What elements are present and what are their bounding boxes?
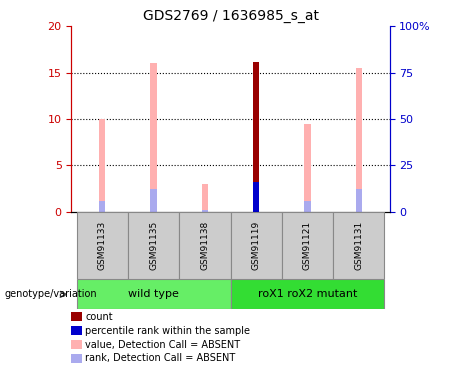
Text: GSM91121: GSM91121 — [303, 221, 312, 270]
Bar — [304, 201, 311, 212]
Text: GSM91138: GSM91138 — [201, 221, 209, 270]
Bar — [150, 189, 157, 212]
Bar — [253, 182, 259, 212]
Text: GSM91119: GSM91119 — [252, 221, 260, 270]
Text: GSM91133: GSM91133 — [98, 221, 107, 270]
Bar — [77, 212, 128, 279]
Text: percentile rank within the sample: percentile rank within the sample — [85, 326, 250, 336]
Text: GDS2769 / 1636985_s_at: GDS2769 / 1636985_s_at — [142, 9, 319, 23]
Bar — [356, 189, 362, 212]
Bar — [128, 212, 179, 279]
Text: GSM91131: GSM91131 — [354, 221, 363, 270]
Text: wild type: wild type — [128, 290, 179, 299]
Bar — [77, 279, 230, 309]
Bar — [179, 212, 230, 279]
Bar — [150, 63, 157, 212]
Text: genotype/variation: genotype/variation — [5, 290, 97, 299]
Bar — [99, 201, 105, 212]
Bar — [282, 212, 333, 279]
Text: count: count — [85, 312, 113, 322]
Bar — [202, 210, 208, 212]
Bar — [333, 212, 384, 279]
Bar — [230, 279, 384, 309]
Bar — [230, 212, 282, 279]
Bar — [356, 68, 362, 212]
Bar — [253, 62, 259, 212]
Text: GSM91135: GSM91135 — [149, 221, 158, 270]
Text: rank, Detection Call = ABSENT: rank, Detection Call = ABSENT — [85, 354, 236, 363]
Text: roX1 roX2 mutant: roX1 roX2 mutant — [258, 290, 357, 299]
Bar — [202, 184, 208, 212]
Bar — [99, 119, 105, 212]
Text: value, Detection Call = ABSENT: value, Detection Call = ABSENT — [85, 340, 240, 350]
Bar — [304, 124, 311, 212]
